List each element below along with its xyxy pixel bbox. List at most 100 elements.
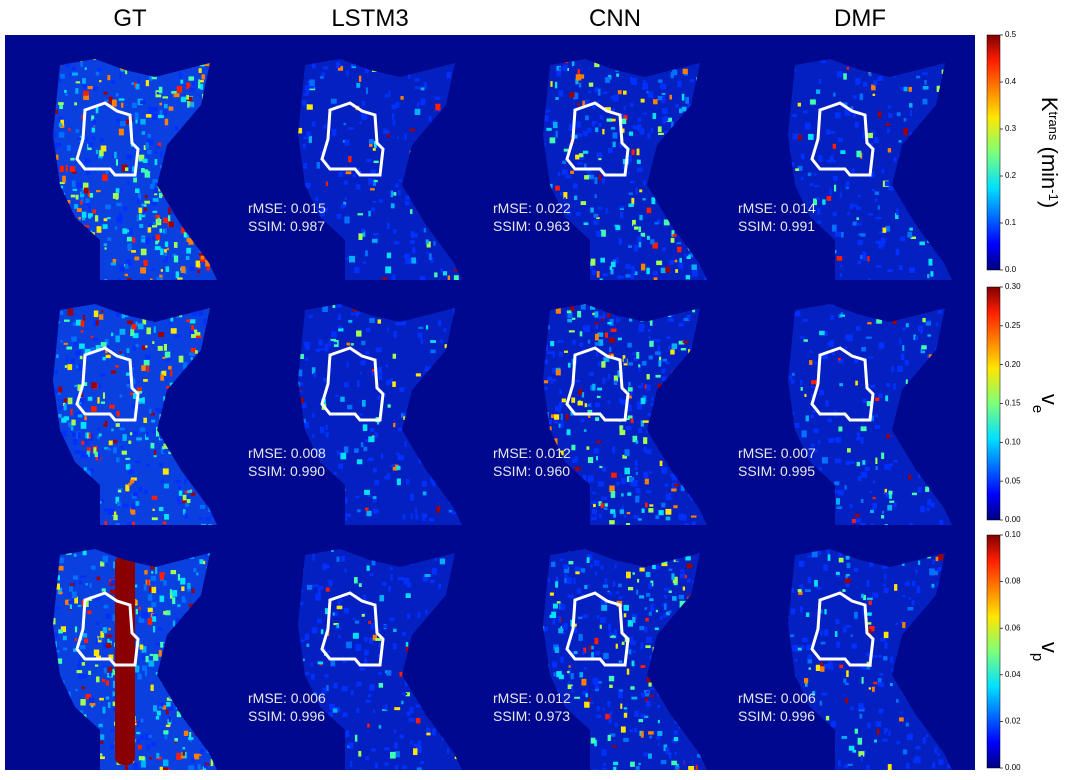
texture	[147, 607, 153, 613]
texture	[384, 94, 389, 98]
texture	[862, 398, 867, 404]
texture	[350, 760, 353, 768]
texture	[430, 257, 434, 263]
texture	[615, 643, 618, 649]
texture	[675, 763, 679, 767]
texture	[877, 76, 884, 82]
texture	[544, 344, 549, 351]
texture	[181, 586, 185, 592]
texture	[374, 480, 380, 486]
texture	[634, 710, 640, 718]
texture	[86, 450, 90, 457]
texture	[149, 653, 154, 657]
texture	[636, 159, 641, 164]
texture	[826, 159, 833, 163]
texture	[159, 480, 164, 483]
label-part: (min	[1037, 140, 1062, 189]
texture	[85, 600, 89, 608]
texture	[139, 223, 144, 228]
texture	[662, 108, 665, 113]
texture	[129, 479, 135, 484]
texture	[599, 624, 602, 629]
texture	[878, 682, 885, 687]
texture	[595, 650, 600, 656]
texture	[549, 614, 553, 619]
texture	[642, 112, 647, 115]
texture	[206, 266, 210, 271]
texture	[124, 263, 129, 269]
texture	[159, 595, 165, 602]
texture	[655, 609, 658, 613]
texture	[615, 225, 621, 230]
texture	[911, 600, 915, 605]
texture	[666, 336, 671, 340]
texture	[367, 694, 372, 698]
texture	[639, 189, 643, 193]
texture	[593, 448, 599, 454]
texture	[649, 319, 653, 326]
texture	[902, 345, 905, 351]
texture	[150, 412, 155, 416]
texture	[385, 364, 388, 368]
texture	[130, 329, 135, 337]
texture	[607, 623, 612, 631]
ssim-label: SSIM: 0.973	[493, 708, 570, 724]
texture	[110, 729, 115, 732]
texture	[77, 414, 83, 418]
texture	[87, 85, 93, 90]
texture	[640, 98, 645, 103]
texture	[902, 594, 906, 598]
texture	[558, 90, 564, 97]
texture	[665, 508, 672, 515]
texture	[158, 649, 162, 657]
texture	[335, 627, 341, 630]
texture	[849, 203, 854, 210]
texture	[872, 496, 876, 500]
texture	[685, 556, 691, 561]
texture	[152, 429, 156, 434]
texture	[121, 164, 128, 172]
texture	[591, 652, 594, 659]
texture	[900, 236, 906, 242]
texture	[112, 100, 116, 103]
texture	[90, 335, 94, 339]
texture	[77, 664, 81, 669]
texture	[625, 264, 631, 269]
texture	[543, 110, 549, 113]
texture	[663, 603, 667, 610]
texture	[831, 224, 837, 232]
texture	[348, 319, 353, 323]
texture	[168, 321, 171, 326]
texture	[628, 476, 635, 483]
texture	[431, 728, 436, 736]
texture	[679, 257, 682, 263]
texture	[137, 673, 142, 680]
texture	[118, 128, 124, 136]
texture	[364, 657, 368, 665]
texture	[563, 566, 570, 574]
texture	[557, 172, 561, 177]
texture	[155, 642, 162, 646]
texture	[141, 203, 144, 207]
texture	[201, 74, 205, 80]
texture	[384, 747, 390, 751]
texture	[696, 754, 703, 758]
texture	[321, 72, 326, 77]
texture	[76, 208, 82, 212]
texture	[350, 690, 354, 696]
texture	[319, 76, 324, 79]
colorbar-tick-label: 0.10	[1005, 437, 1021, 446]
texture	[77, 604, 82, 608]
texture	[674, 766, 680, 770]
texture	[624, 417, 630, 421]
texture	[611, 472, 617, 478]
texture	[200, 523, 207, 525]
texture	[141, 646, 147, 653]
texture	[205, 259, 210, 267]
texture	[372, 508, 378, 514]
texture	[835, 112, 841, 119]
texture	[609, 733, 616, 737]
texture	[75, 350, 81, 356]
texture	[121, 450, 127, 455]
texture	[94, 215, 99, 222]
